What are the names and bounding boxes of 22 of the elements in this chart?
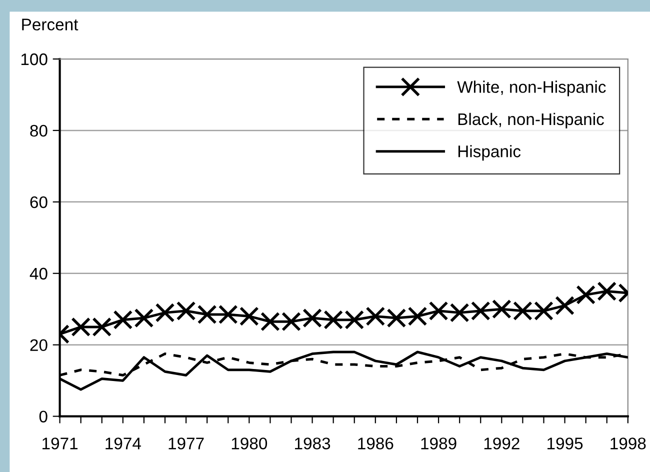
x-tick-label: 1986 — [358, 438, 394, 450]
legend-label: Black, non-Hispanic — [458, 112, 604, 128]
x-tick-label: 1989 — [421, 438, 456, 450]
point — [555, 296, 574, 316]
y-tick-label: 20 — [30, 339, 48, 352]
x-tick-label: 1977 — [168, 438, 204, 450]
x-tick-label: 1983 — [295, 438, 330, 450]
y-tick-label: 60 — [30, 196, 48, 208]
x-tick-label: 1971 — [42, 438, 78, 450]
x-tick-label: 1980 — [232, 438, 268, 450]
legend-label: Hispanic — [458, 145, 521, 161]
y-tick-label: 40 — [30, 268, 48, 280]
x-tick-label: 1974 — [106, 438, 141, 450]
x-tick-label: 1995 — [548, 438, 583, 450]
y-axis-title: Percent — [22, 18, 78, 30]
y-tick-label: 0 — [39, 410, 48, 423]
x-tick-label: 1992 — [484, 438, 520, 450]
y-tick-label: 80 — [30, 124, 48, 137]
point — [576, 285, 596, 305]
legend-label: White, non-Hispanic — [457, 80, 606, 96]
x-tick-label: 1998 — [610, 438, 646, 450]
y-tick-label: 100 — [21, 53, 48, 66]
